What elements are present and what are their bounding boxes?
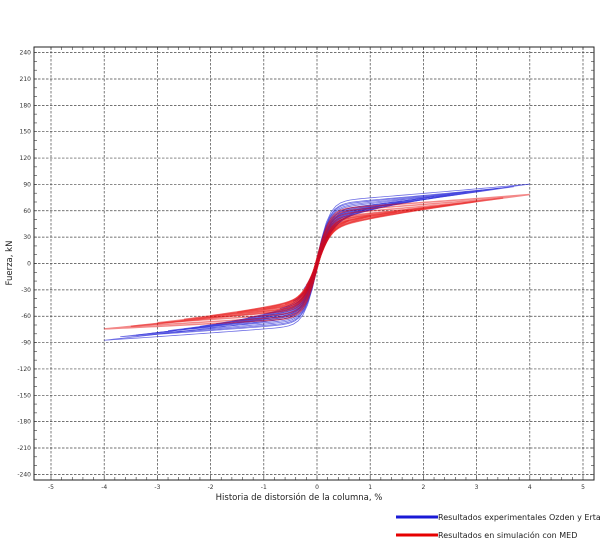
y-tick-label: 0	[27, 261, 31, 268]
hysteresis-loop	[237, 211, 397, 314]
hysteresis-loop	[292, 220, 342, 302]
y-tick-label: 240	[20, 50, 32, 57]
y-tick-label: -60	[21, 313, 31, 320]
hysteresis-loop	[183, 194, 451, 330]
hysteresis-loop	[303, 235, 331, 290]
hysteresis-loop	[104, 183, 530, 341]
hysteresis-loop	[297, 227, 337, 298]
y-axis-title: Fuerza, kN	[5, 241, 15, 286]
x-tick-labels: -5 -4 -3 -2 -1 0 1 2 3 4 5	[48, 484, 585, 491]
series-experimental	[104, 183, 530, 341]
y-tick-label: 60	[23, 208, 31, 215]
hysteresis-loop	[231, 201, 403, 322]
x-tick-label: -1	[261, 484, 267, 491]
y-tick-label: -90	[21, 340, 31, 347]
hysteresis-loop	[210, 207, 424, 317]
x-tick-label: 3	[475, 484, 479, 491]
x-tick-label: 4	[528, 484, 532, 491]
hysteresis-loop	[104, 193, 530, 330]
y-tick-label: -210	[17, 445, 31, 452]
hysteresis-loop	[284, 219, 350, 305]
series-simulation	[104, 193, 530, 330]
y-tick-label: 180	[20, 102, 32, 109]
y-tick-label: 30	[23, 234, 31, 241]
hysteresis-loop	[157, 200, 477, 324]
y-tick-label: -150	[17, 392, 31, 399]
x-axis-title: Historia de distorsión de la columna, %	[216, 492, 383, 503]
hysteresis-loop	[263, 214, 371, 310]
series-layer	[104, 183, 530, 341]
y-tick-label: -240	[17, 471, 31, 478]
legend-label-simulation: Resultados en simulación con MED	[438, 530, 577, 540]
x-tick-label: -2	[208, 484, 214, 491]
legend-label-experimental: Resultados experimentales Ozden y Ertas	[438, 513, 600, 522]
y-tick-labels: -240 -210 -180 -150 -120 -90 -60 -30 0 30 60 90 120 1…	[17, 50, 31, 479]
x-tick-label: 0	[315, 484, 319, 491]
minor-ticks	[34, 47, 594, 480]
x-tick-label: -4	[101, 484, 107, 491]
y-tick-label: -180	[17, 419, 31, 426]
hysteresis-loop	[183, 204, 451, 321]
y-tick-label: -120	[17, 366, 31, 373]
x-tick-label: -3	[154, 484, 160, 491]
hysteresis-loop	[263, 207, 371, 315]
x-tick-label: 1	[368, 484, 372, 491]
grid	[34, 47, 594, 480]
legend: Resultados experimentales Ozden y Ertas …	[396, 513, 600, 540]
y-tick-label: 150	[20, 129, 32, 136]
y-tick-label: 210	[20, 76, 32, 83]
x-tick-label: -5	[48, 484, 54, 491]
hysteresis-loop	[247, 203, 387, 318]
hysteresis-loop	[215, 198, 419, 325]
hysteresis-loop	[136, 188, 498, 336]
y-tick-label: 120	[20, 155, 32, 162]
y-tick-label: 90	[23, 181, 31, 188]
x-tick-label: 5	[581, 484, 585, 491]
y-tick-label: -30	[21, 287, 31, 294]
x-tick-label: 2	[421, 484, 425, 491]
hysteresis-loop	[130, 197, 504, 328]
hysteresis-loop	[305, 238, 329, 286]
